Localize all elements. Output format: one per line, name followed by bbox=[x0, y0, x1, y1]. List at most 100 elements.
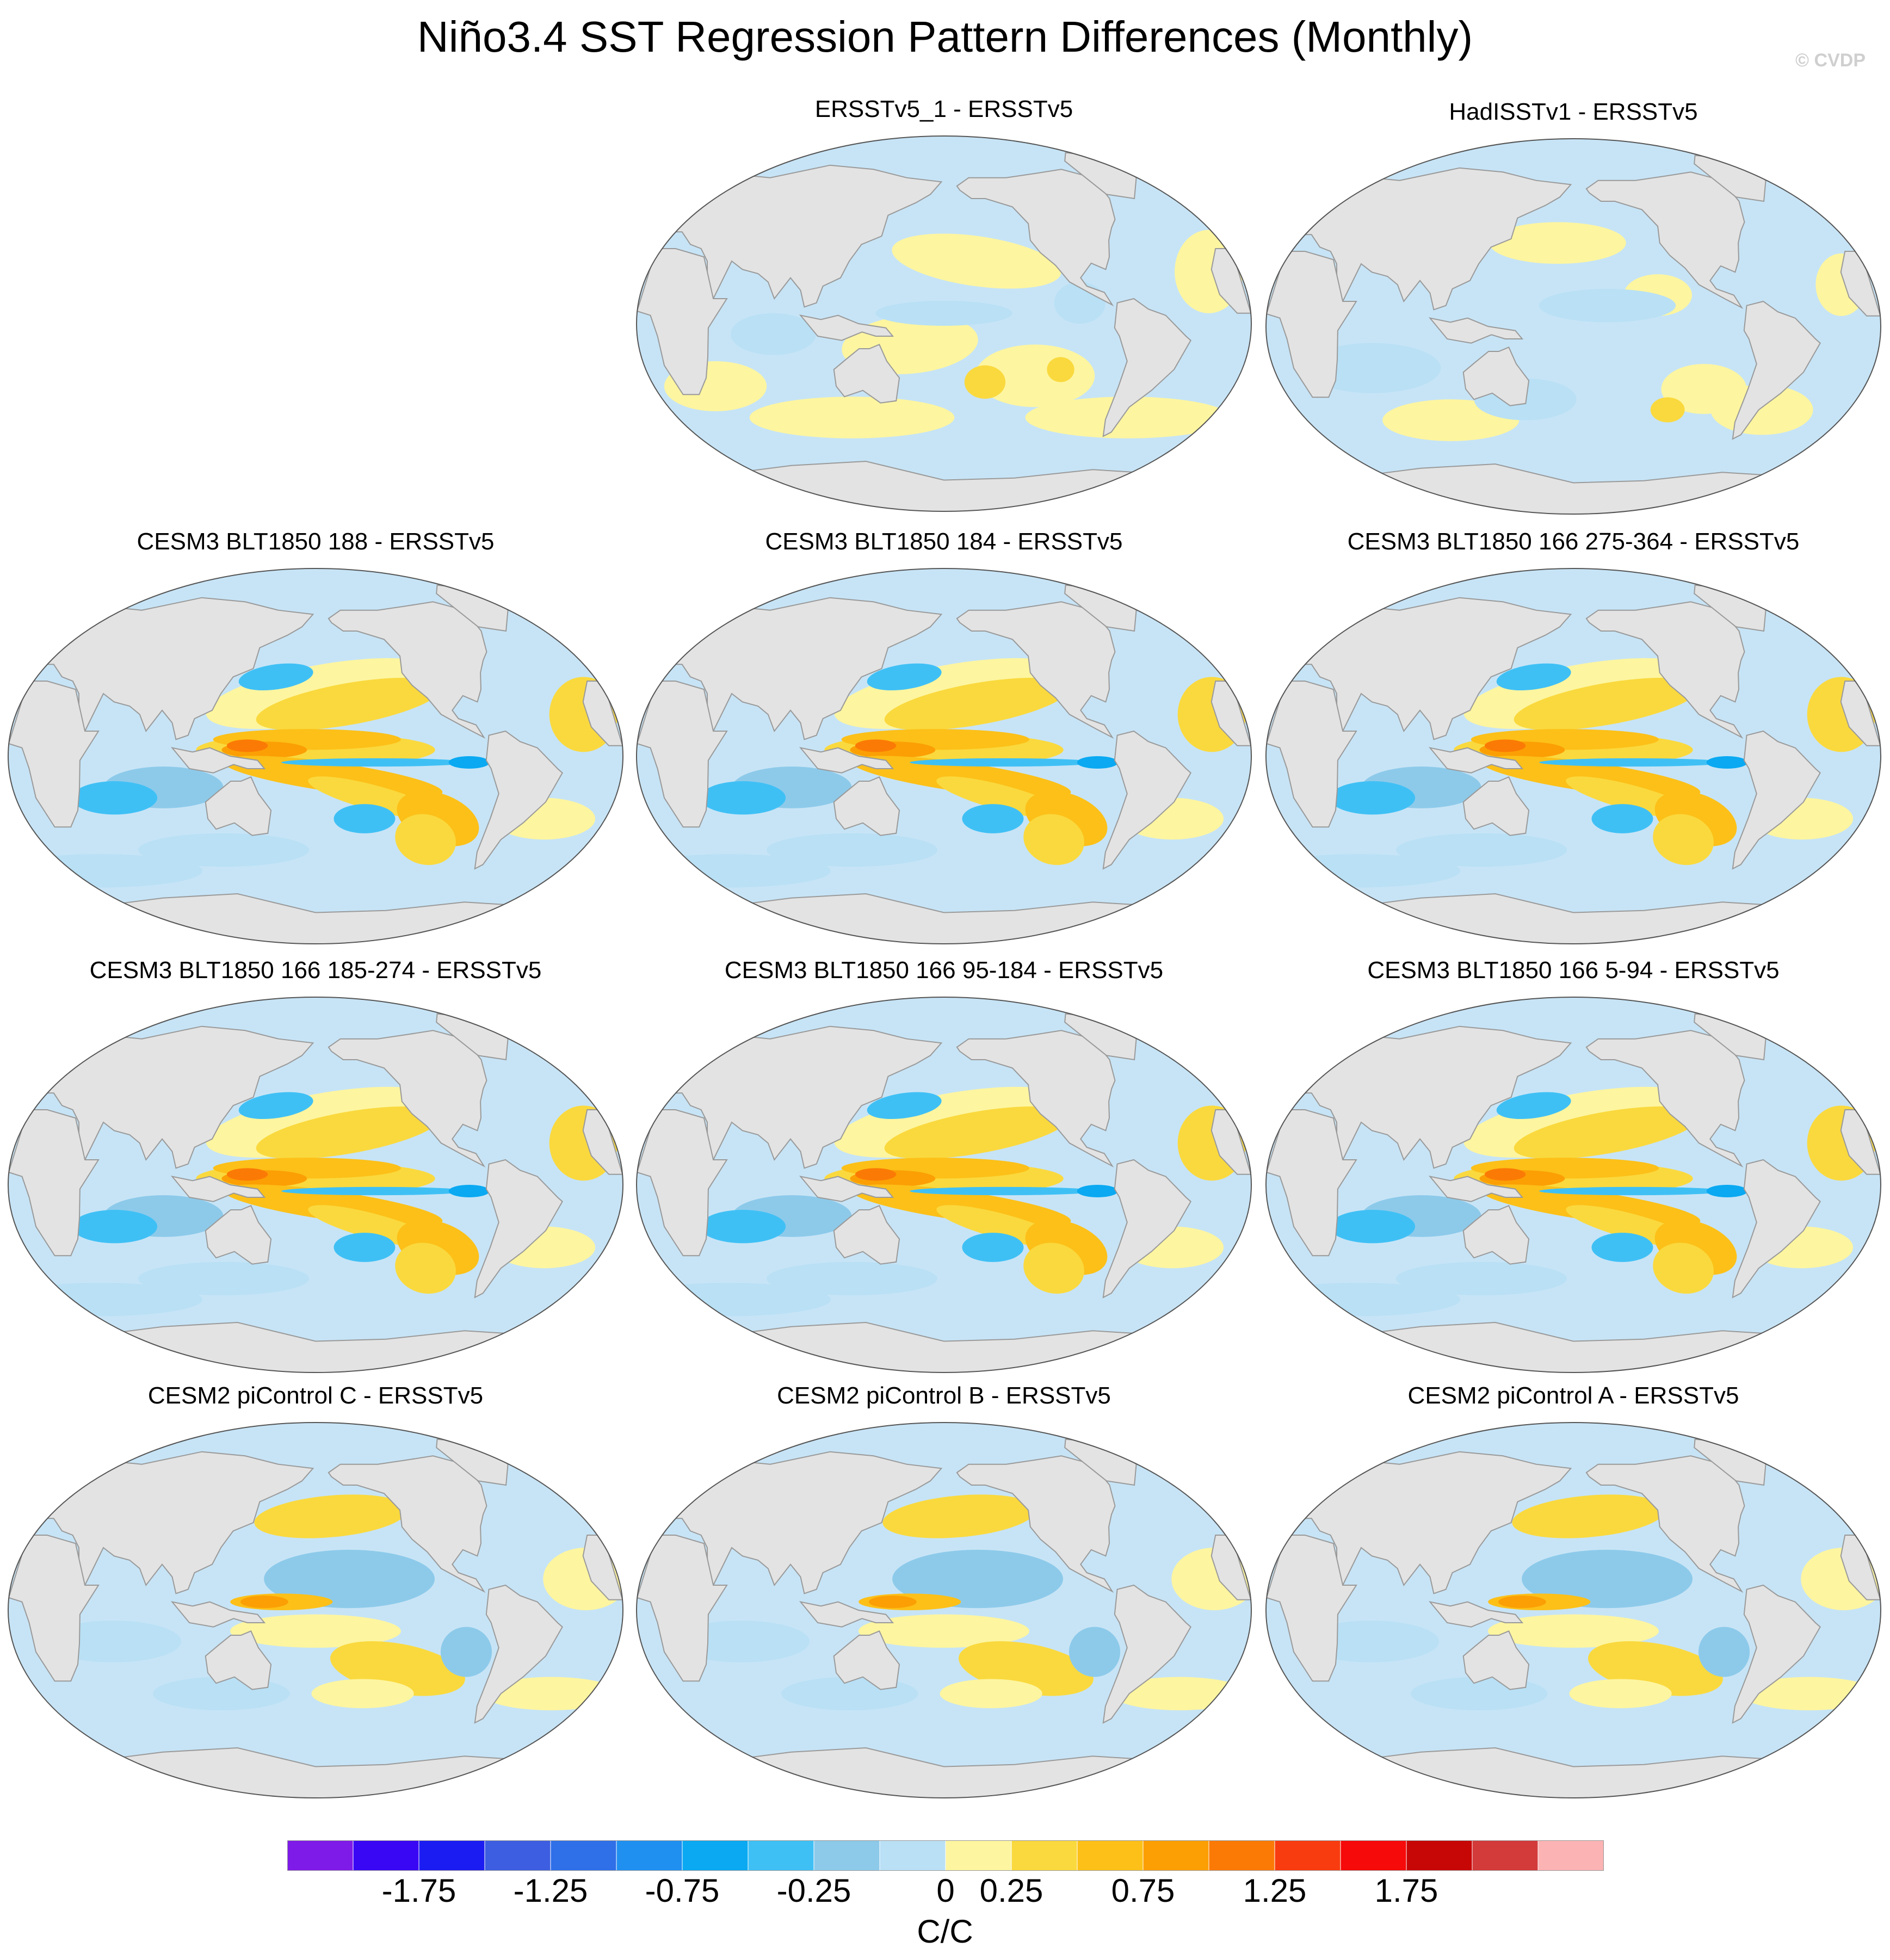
sst-anomaly-contour bbox=[1650, 397, 1685, 423]
map-panel-p3: CESM3 BLT1850 188 - ERSSTv5 bbox=[5, 528, 626, 952]
sst-anomaly-contour bbox=[1330, 1210, 1416, 1244]
landmass-africa bbox=[1266, 1109, 1357, 1257]
sst-anomaly-contour bbox=[395, 814, 456, 865]
sst-anomaly-contour bbox=[311, 1679, 414, 1709]
landmass-north-america bbox=[956, 601, 1116, 739]
landmass-africa bbox=[637, 1109, 728, 1257]
colorbar-swatch bbox=[550, 1840, 617, 1871]
landmass-asia-europe bbox=[1294, 1025, 1572, 1169]
map-plot bbox=[8, 568, 623, 944]
landmass-africa bbox=[637, 1535, 728, 1682]
sst-anomaly-contour bbox=[855, 1168, 897, 1181]
sst-anomaly-contour bbox=[1484, 1168, 1526, 1181]
sst-anomaly-contour bbox=[281, 1186, 470, 1196]
panel-title: CESM3 BLT1850 166 95-184 - ERSSTv5 bbox=[724, 957, 1164, 984]
sst-anomaly-contour bbox=[868, 1596, 917, 1609]
sst-anomaly-contour bbox=[884, 1106, 1070, 1159]
map-border bbox=[1265, 1422, 1881, 1798]
map-border bbox=[636, 997, 1252, 1373]
sst-anomaly-contour bbox=[333, 804, 396, 833]
sst-anomaly-contour bbox=[1330, 781, 1416, 815]
sst-anomaly-contour bbox=[1480, 756, 1701, 799]
landmass-indonesia bbox=[1428, 1176, 1524, 1202]
map-field bbox=[637, 997, 1251, 1372]
map-panel-p11: CESM2 piControl A - ERSSTv5 bbox=[1263, 1382, 1883, 1806]
colorbar-swatch bbox=[1077, 1840, 1144, 1871]
sst-anomaly-contour bbox=[1591, 804, 1653, 833]
colorbar-swatch bbox=[287, 1840, 354, 1871]
landmass-indonesia bbox=[799, 1176, 894, 1202]
map-field bbox=[1266, 568, 1881, 944]
landmass-australia bbox=[833, 1205, 900, 1265]
sst-anomaly-contour bbox=[851, 1184, 1071, 1227]
colorbar-swatch bbox=[1537, 1840, 1604, 1871]
landmass-south-america bbox=[1732, 730, 1821, 870]
watermark: © CVDP bbox=[1795, 50, 1866, 71]
sst-anomaly-contour bbox=[1539, 1186, 1727, 1196]
map-field bbox=[1266, 1423, 1881, 1798]
map-border bbox=[8, 997, 623, 1373]
colorbar-swatch bbox=[484, 1840, 551, 1871]
landmass-australia bbox=[205, 1630, 272, 1690]
map-plot bbox=[1265, 1422, 1881, 1798]
landmass-north-america bbox=[956, 1030, 1116, 1168]
colorbar-tick-label: 0.75 bbox=[1111, 1872, 1175, 1909]
landmass-asia-europe bbox=[36, 1451, 314, 1594]
landmass-north-america bbox=[1585, 1455, 1745, 1593]
landmass-indonesia bbox=[170, 1176, 266, 1202]
sst-anomaly-contour bbox=[1498, 1596, 1546, 1609]
sst-anomaly-contour bbox=[882, 1494, 1036, 1538]
landmass-north-america bbox=[1585, 171, 1745, 310]
map-plot bbox=[1265, 997, 1881, 1373]
map-plot bbox=[8, 997, 623, 1373]
colorbar-swatch bbox=[1406, 1840, 1473, 1871]
landmass-south-america bbox=[1102, 1584, 1191, 1724]
sst-anomaly-contour bbox=[226, 1168, 268, 1181]
sst-anomaly-contour bbox=[767, 1262, 937, 1296]
sst-anomaly-contour bbox=[1591, 1233, 1653, 1262]
sst-anomaly-contour bbox=[1077, 1185, 1119, 1197]
landmass-indonesia bbox=[170, 1601, 266, 1628]
landmass-north-america bbox=[956, 169, 1116, 307]
landmass-indonesia bbox=[170, 747, 266, 774]
sst-anomaly-contour bbox=[1068, 1627, 1121, 1677]
sst-anomaly-contour bbox=[875, 300, 1012, 326]
sst-anomaly-contour bbox=[240, 1596, 288, 1609]
sst-anomaly-contour bbox=[767, 833, 937, 867]
colorbar-swatch bbox=[1208, 1840, 1275, 1871]
sst-anomaly-contour bbox=[254, 1494, 407, 1538]
sst-anomaly-contour bbox=[892, 233, 1061, 289]
sst-anomaly-contour bbox=[8, 854, 202, 888]
landmass-indonesia bbox=[799, 747, 894, 774]
panel-title: HadISSTv1 - ERSSTv5 bbox=[1449, 98, 1698, 125]
landmass-south-america bbox=[474, 730, 563, 870]
map-panel-p4: CESM3 BLT1850 184 - ERSSTv5 bbox=[634, 528, 1254, 952]
panel-title: CESM3 BLT1850 166 185-274 - ERSSTv5 bbox=[89, 957, 542, 984]
sst-anomaly-contour bbox=[1653, 814, 1714, 865]
map-plot bbox=[636, 1422, 1252, 1798]
map-border bbox=[636, 1422, 1252, 1798]
page-title: Niño3.4 SST Regression Pattern Differenc… bbox=[417, 13, 1473, 61]
landmass-asia-europe bbox=[665, 1451, 943, 1594]
map-field bbox=[8, 997, 623, 1372]
landmass-australia bbox=[205, 1205, 272, 1265]
sst-anomaly-contour bbox=[1396, 1262, 1567, 1296]
landmass-indonesia bbox=[799, 1601, 894, 1628]
landmass-asia-europe bbox=[1294, 597, 1572, 740]
panel-title: ERSST​v5_1 - ERSSTv5 bbox=[814, 96, 1073, 122]
sst-anomaly-contour bbox=[1698, 1627, 1750, 1677]
sst-anomaly-contour bbox=[1512, 1494, 1665, 1538]
map-field bbox=[1266, 997, 1881, 1372]
sst-anomaly-contour bbox=[1539, 758, 1727, 767]
landmass-north-america bbox=[1585, 1030, 1745, 1168]
sst-anomaly-contour bbox=[1025, 397, 1231, 438]
landmass-asia-europe bbox=[1294, 1451, 1572, 1594]
landmass-south-america bbox=[474, 1584, 563, 1724]
map-panel-p1: ERSST​v5_1 - ERSSTv5 bbox=[634, 95, 1254, 520]
landmass-indonesia bbox=[799, 314, 894, 341]
map-panel-p8: CESM3 BLT1850 166 5-94 - ERSSTv5 bbox=[1263, 956, 1883, 1381]
landmass-australia bbox=[205, 776, 272, 836]
landmass-asia-europe bbox=[1294, 167, 1572, 311]
landmass-australia bbox=[833, 776, 900, 836]
colorbar-swatch bbox=[1011, 1840, 1078, 1871]
